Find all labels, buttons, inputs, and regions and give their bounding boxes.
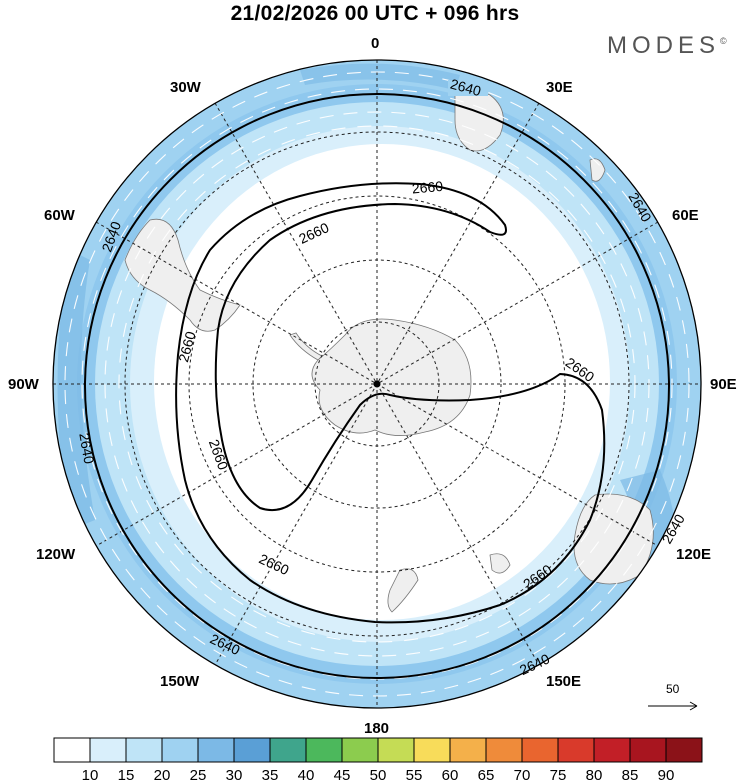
contour-label-2640-southwest: 2640	[76, 432, 97, 466]
lon-label-60e: 60E	[672, 207, 699, 224]
brand-logo: MODES©	[607, 32, 727, 59]
colorbar-swatch	[377, 737, 415, 763]
colorbar-swatch	[305, 737, 343, 763]
colorbar-swatch	[125, 737, 163, 763]
colorbar-swatch	[485, 737, 523, 763]
colorbar-swatch	[233, 737, 271, 763]
colorbar-swatch	[161, 737, 199, 763]
colorbar-swatch	[53, 737, 91, 763]
colorbar-tick-label: 35	[262, 767, 279, 782]
colorbar-tick-label: 90	[658, 767, 675, 782]
colorbar-tick-label: 10	[82, 767, 99, 782]
lon-label-120e: 120E	[676, 546, 711, 563]
colorbar-tick-label: 50	[370, 767, 387, 782]
streamline-4	[118, 125, 636, 643]
colorbar-tick-label: 85	[622, 767, 639, 782]
colorbar: 10 15 20 25 30 35 40 45 50 55 60 65 70 75 80 85 90	[53, 737, 703, 782]
lon-label-150e: 150E	[546, 673, 581, 690]
shade-patch-north	[300, 63, 460, 90]
australia	[573, 493, 654, 585]
colorbar-tick-label: 80	[586, 767, 603, 782]
lon-label-30w: 30W	[170, 79, 202, 96]
colorbar-tick-label: 70	[514, 767, 531, 782]
streamline-1	[64, 71, 690, 697]
colorbar-swatch	[413, 737, 451, 763]
colorbar-tick-label: 65	[478, 767, 495, 782]
colorbar-swatch	[557, 737, 595, 763]
colorbar-tick-label: 15	[118, 767, 135, 782]
map-boundary	[52, 59, 702, 709]
antarctica	[311, 318, 472, 436]
new-zealand	[387, 568, 419, 613]
colorbar-tick-label: 20	[154, 767, 171, 782]
colorbar-swatch	[341, 737, 379, 763]
contour-label-2640-top: 2640	[449, 76, 483, 100]
colorbar-tick-label: 55	[406, 767, 423, 782]
lon-label-90e: 90E	[710, 376, 737, 393]
lon-label-180: 180	[364, 720, 389, 737]
lon-label-150w: 150W	[160, 673, 200, 690]
colorbar-swatch	[521, 737, 559, 763]
reference-vector-arrowhead	[689, 701, 698, 711]
colorbar-tick-label: 40	[298, 767, 315, 782]
contour-label-2660-top: 2660	[411, 178, 444, 197]
height-contours	[84, 93, 670, 679]
colorbar-swatch	[593, 737, 631, 763]
contour-2640	[84, 93, 670, 679]
colorbar-swatch	[269, 737, 307, 763]
antarctic-peninsula	[289, 332, 323, 361]
reference-vector-label: 50	[666, 682, 680, 696]
colorbar-tick-label: 30	[226, 767, 243, 782]
colorbar-tick-label: 45	[334, 767, 351, 782]
contour-label-2660-west: 2660	[175, 329, 199, 363]
south-pole-marker	[373, 380, 381, 388]
streamline-3	[104, 111, 650, 657]
contour-2660	[175, 182, 606, 624]
lon-label-120w: 120W	[36, 546, 76, 563]
colorbar-tick-label: 25	[190, 767, 207, 782]
landmasses	[124, 89, 654, 613]
lon-label-30e: 30E	[546, 79, 573, 96]
map-title: 21/02/2026 00 UTC + 096 hrs	[230, 2, 520, 25]
shade-patch-west	[57, 250, 95, 530]
colorbar-swatch	[89, 737, 127, 763]
lon-label-0: 0	[371, 35, 379, 52]
colorbar-swatch	[629, 737, 667, 763]
colorbar-swatch	[449, 737, 487, 763]
madagascar	[589, 158, 606, 182]
colorbar-swatch	[665, 737, 703, 763]
longitude-labels: 0 30E 60E 90E 120E 150E 180 150W 120W 90…	[8, 35, 737, 737]
tasmania	[489, 553, 511, 574]
colorbar-tick-label: 60	[442, 767, 459, 782]
lon-label-60w: 60W	[44, 207, 76, 224]
colorbar-tick-label: 75	[550, 767, 567, 782]
contour-label-bg	[448, 80, 488, 96]
lon-label-90w: 90W	[8, 376, 40, 393]
reference-vector: 50	[648, 682, 698, 711]
colorbar-swatch	[197, 737, 235, 763]
